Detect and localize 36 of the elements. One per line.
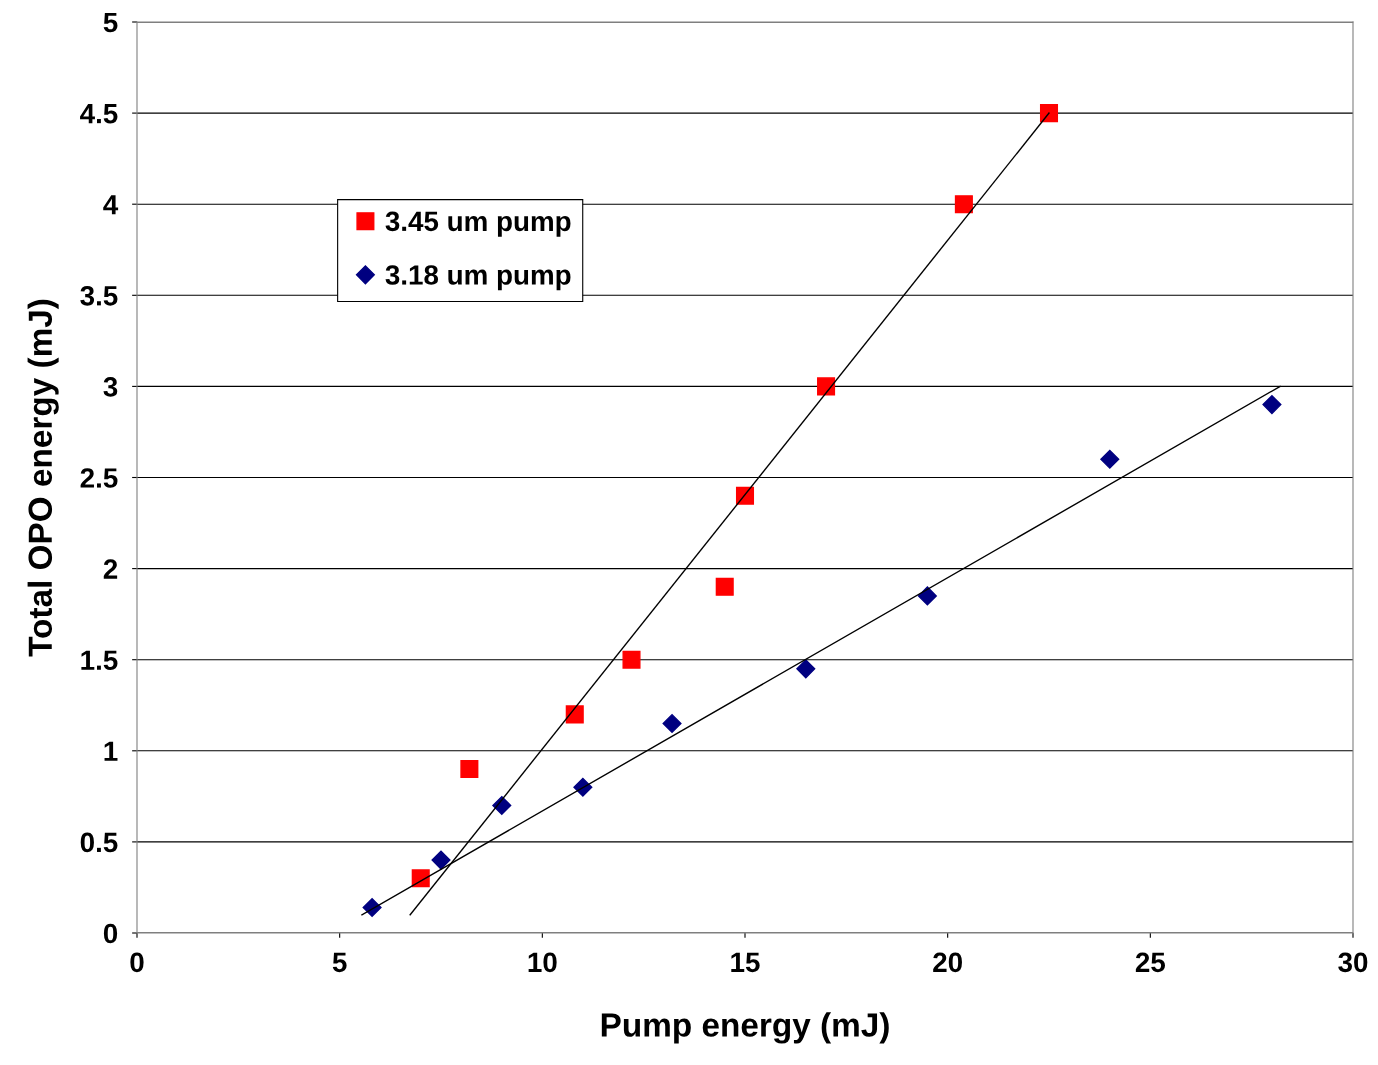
point <box>1262 395 1282 415</box>
point <box>917 586 937 606</box>
x-tick-label: 25 <box>1135 952 1166 973</box>
y-tick-label: 3 <box>103 377 118 397</box>
y-tick-label: 2.5 <box>80 468 118 488</box>
y-tick-label: 4.5 <box>80 104 118 124</box>
x-tick-label: 0 <box>130 952 144 973</box>
y-axis-title: Total OPO energy (mJ) <box>27 299 59 657</box>
point <box>622 650 641 669</box>
y-tick-label: 5 <box>103 12 118 33</box>
y-tick-label: 2 <box>103 559 118 579</box>
point <box>565 705 584 724</box>
y-tick-label: 3.5 <box>80 285 118 306</box>
point <box>411 869 430 888</box>
y-tick-label: 0 <box>103 923 118 944</box>
y-tick-label: 0.5 <box>80 832 118 853</box>
x-tick-label: 30 <box>1338 952 1368 973</box>
legend-label: 3.45 um pump <box>385 211 571 237</box>
x-tick-label: 20 <box>933 952 962 973</box>
x-axis-title: Pump energy (mJ) <box>601 1012 889 1044</box>
legend-label: 3.18 um pump <box>385 265 571 291</box>
x-tick-label: 15 <box>731 952 760 973</box>
point <box>796 659 816 679</box>
point <box>431 850 451 870</box>
point <box>817 377 836 396</box>
x-tick-label: 5 <box>332 952 347 973</box>
y-tick-label: 4 <box>103 195 119 215</box>
point <box>1100 449 1120 469</box>
point <box>715 577 734 596</box>
x-tick-label: 10 <box>528 952 557 973</box>
point <box>954 195 973 214</box>
point <box>460 759 479 779</box>
y-tick-label: 1 <box>104 741 118 761</box>
point <box>662 713 682 734</box>
point <box>1039 104 1059 123</box>
y-tick-label: 1.5 <box>81 650 118 671</box>
